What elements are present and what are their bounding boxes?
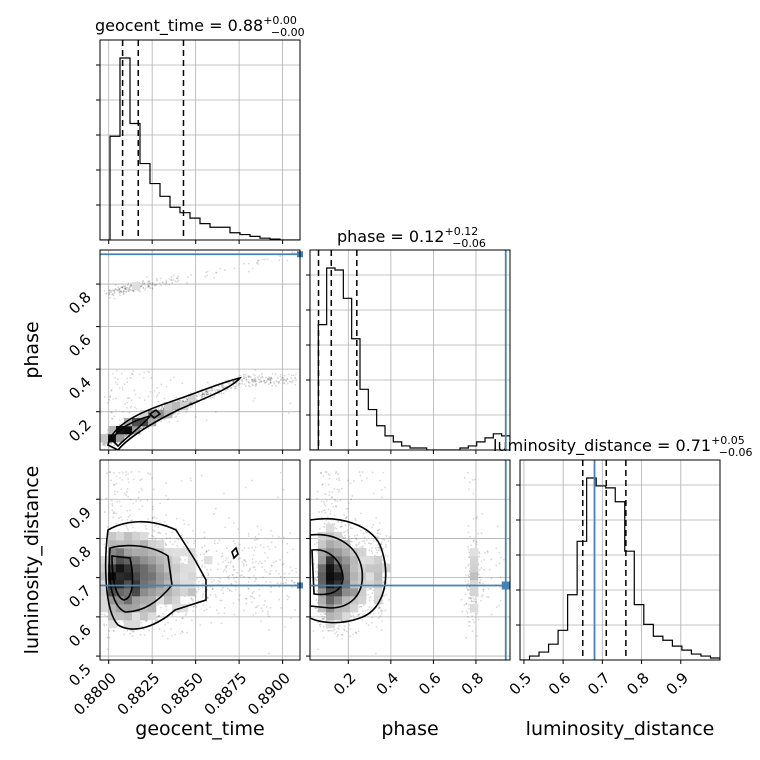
- panel-2-2-grid: [520, 460, 720, 660]
- x-tick-label-geocent_time-3: 0.8875: [201, 669, 251, 719]
- x-label-phase: phase: [381, 718, 438, 740]
- x-tick-label-luminosity_distance-1: 0.6: [545, 669, 575, 699]
- frame-2-0: [99, 459, 301, 661]
- y-tick-label-phase-1: 0.4: [65, 373, 95, 403]
- hist-step-phase: [310, 267, 510, 450]
- hist-geocent_time: [100, 40, 300, 240]
- y-tick-label-luminosity_distance-3: 0.8: [65, 543, 95, 573]
- x-tick-label-phase-0: 0.2: [330, 669, 360, 699]
- x-tick-label-phase-1: 0.4: [373, 669, 403, 699]
- scatter-phase-luminosity_distance: [310, 471, 509, 655]
- frame-2-2: [519, 459, 721, 661]
- title-geocent-time: geocent_time = 0.88+0.00 −0.00: [95, 14, 305, 39]
- scatter-geocent_time-luminosity_distance: [100, 471, 298, 655]
- hist-step-geocent_time: [100, 57, 300, 240]
- x-label-geocent-time: geocent_time: [135, 718, 264, 740]
- contour-outer-geocent-ld: [104, 520, 207, 630]
- x-tick-label-geocent_time-2: 0.8850: [157, 669, 207, 719]
- panel-0-0-grid: [100, 40, 300, 240]
- contour-inner-geocent-phase: [111, 414, 153, 448]
- contour-outer-geocent-phase: [107, 376, 243, 450]
- y-tick-label-phase-3: 0.8: [65, 288, 95, 318]
- x-tick-label-phase-3: 0.8: [458, 669, 488, 699]
- x-label-luminosity-distance: luminosity_distance: [526, 718, 715, 740]
- title-luminosity-distance: luminosity_distance = 0.71+0.05 −0.06: [493, 434, 753, 459]
- frame-1-0: [99, 249, 301, 451]
- x-tick-label-luminosity_distance-2: 0.7: [584, 669, 614, 699]
- y-label-luminosity-distance: luminosity_distance: [21, 466, 43, 655]
- frame-2-1: [309, 459, 511, 661]
- contour-inner-phase-ld: [311, 549, 344, 596]
- hist-luminosity_distance: [520, 460, 720, 660]
- x-tick-label-luminosity_distance-3: 0.8: [623, 669, 653, 699]
- hist-phase: [310, 250, 510, 450]
- y-tick-label-luminosity_distance-4: 0.9: [65, 503, 95, 533]
- frame-1-1: [309, 249, 511, 451]
- y-tick-label-luminosity_distance-2: 0.7: [65, 582, 95, 612]
- x-tick-label-phase-2: 0.6: [415, 669, 445, 699]
- x-tick-label-geocent_time-4: 0.8900: [244, 669, 294, 719]
- y-tick-label-phase-2: 0.6: [65, 331, 95, 361]
- x-tick-label-luminosity_distance-4: 0.9: [662, 669, 692, 699]
- frame-0-0: [99, 39, 301, 241]
- contour-mid-phase-ld: [310, 533, 364, 609]
- contour-blob-geocent-phase: [148, 408, 162, 420]
- title-phase: phase = 0.12+0.12 −0.06: [337, 225, 486, 250]
- panel-1-1-grid: [310, 250, 510, 450]
- scatter-geocent_time-phase: [100, 251, 298, 450]
- y-label-phase: phase: [21, 321, 43, 378]
- y-tick-label-phase-0: 0.2: [65, 416, 95, 446]
- x-tick-label-luminosity_distance-0: 0.5: [506, 669, 536, 699]
- x-tick-label-geocent_time-1: 0.8825: [114, 669, 164, 719]
- contour-inner-geocent-ld: [111, 555, 134, 601]
- contour-blob-geocent-ld: [231, 546, 239, 560]
- y-tick-label-luminosity_distance-1: 0.6: [65, 621, 95, 651]
- hist-step-luminosity_distance: [520, 477, 720, 660]
- truth-marker-phase-ld: [501, 581, 510, 590]
